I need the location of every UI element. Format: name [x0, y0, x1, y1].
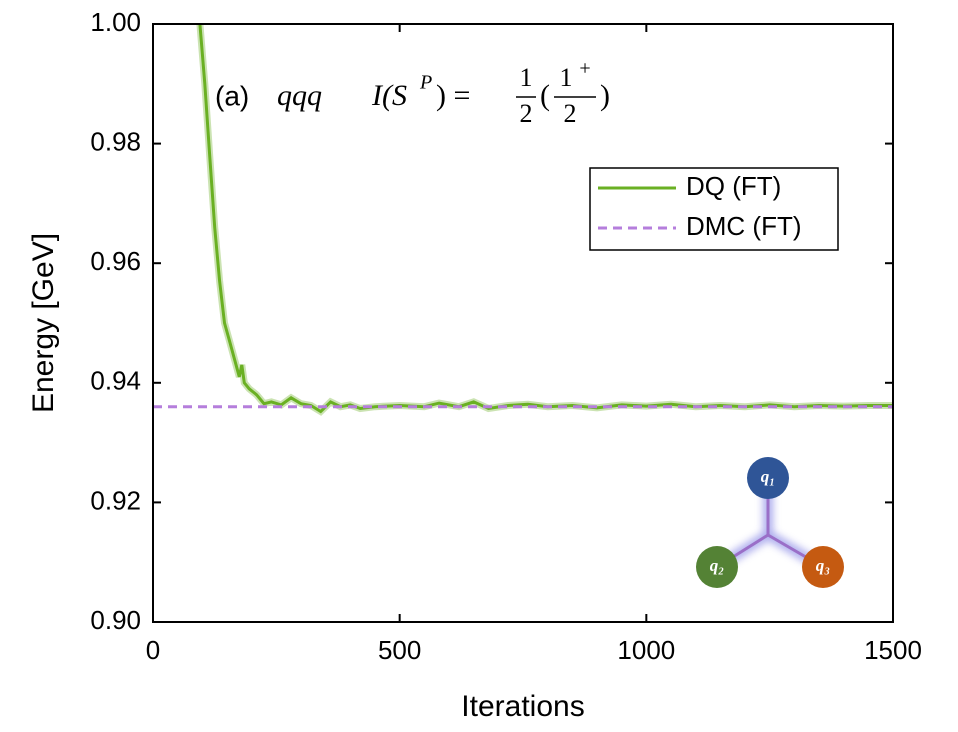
inset-node-label: q₁	[761, 467, 775, 486]
inset-node-label: q₃	[816, 556, 831, 575]
fraction-sup: +	[579, 58, 590, 80]
annotation-sup: P	[419, 72, 432, 94]
axes-frame	[152, 23, 894, 623]
inset-node	[696, 546, 738, 588]
fraction-denominator: 2	[520, 99, 533, 128]
annotation-label: (a)	[215, 80, 249, 111]
legend-label: DQ (FT)	[686, 171, 781, 201]
fraction-numerator: 1	[520, 63, 533, 92]
inset-node	[747, 457, 789, 499]
annotation-close: )	[600, 79, 610, 112]
annotation-eq: ) =	[436, 79, 470, 112]
inset-node-label: q₂	[710, 556, 725, 575]
legend-label: DMC (FT)	[686, 211, 802, 241]
annotation-system: qqq	[277, 79, 322, 112]
annotation-open: (	[540, 79, 550, 112]
x-tick-label: 0	[146, 635, 160, 665]
annotation: (a) qqq I(S P ) = 1 2 ( 1 + 2 )	[215, 58, 610, 128]
x-tick-label: 500	[378, 635, 421, 665]
legend-box	[589, 167, 839, 251]
y-tick-label: 0.90	[90, 605, 141, 635]
x-tick-label: 1000	[617, 635, 675, 665]
x-tick-label: 1500	[864, 635, 922, 665]
fraction-numerator: 1	[560, 63, 573, 92]
fraction-denominator: 2	[564, 99, 577, 128]
inset-diagram: q₁ q₂ q₃	[696, 457, 844, 588]
y-axis-label: Energy [GeV]	[27, 233, 60, 413]
inset-node	[802, 546, 844, 588]
y-tick-label: 0.92	[90, 485, 141, 515]
annotation-lhs: I(S	[371, 79, 407, 112]
y-tick-label: 0.96	[90, 246, 141, 276]
y-tick-label: 1.00	[90, 7, 141, 37]
y-tick-label: 0.94	[90, 366, 141, 396]
x-axis-label: Iterations	[461, 690, 584, 723]
plot-area	[153, 24, 893, 416]
y-tick-label: 0.98	[90, 126, 141, 156]
